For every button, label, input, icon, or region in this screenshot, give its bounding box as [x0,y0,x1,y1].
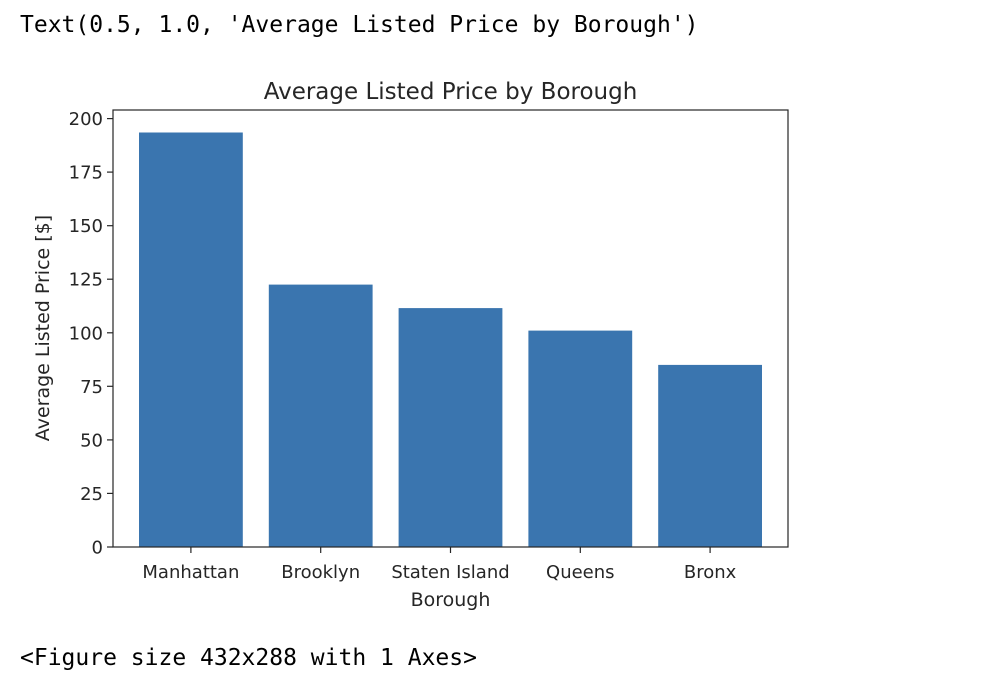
y-tick-label: 0 [92,538,103,559]
x-tick-label: Manhattan [142,562,239,583]
y-tick-label: 125 [69,270,103,291]
bar-brooklyn [268,284,373,547]
y-tick-label: 50 [80,430,103,451]
x-tick-label: Bronx [684,562,737,583]
bar-staten-island [398,308,503,547]
bars-group [139,132,762,547]
y-axis-label: Average Listed Price [$] [32,215,54,441]
y-tick-label: 200 [69,109,103,130]
y-tick-label: 75 [80,377,103,398]
bar-queens [528,330,633,547]
y-tick-label: 25 [80,484,103,505]
x-axis-ticks: Manhattan Brooklyn Staten Island Queens Bron… [142,547,737,583]
output-figure-text: <Figure size 432x288 with 1 Axes> [20,645,477,671]
bar-manhattan [139,132,243,547]
x-axis-label: Borough [411,589,491,611]
y-tick-label: 100 [69,323,103,344]
x-tick-label: Staten Island [391,562,509,583]
chart-title: Average Listed Price by Borough [264,79,638,105]
x-tick-label: Queens [546,562,615,583]
y-axis-ticks: 0 25 50 75 100 125 150 175 200 [69,109,113,559]
output-repr-text: Text(0.5, 1.0, 'Average Listed Price by … [20,12,699,38]
y-tick-label: 175 [69,163,103,184]
x-tick-label: Brooklyn [281,562,360,583]
y-tick-label: 150 [69,216,103,237]
bar-bronx [658,364,762,547]
